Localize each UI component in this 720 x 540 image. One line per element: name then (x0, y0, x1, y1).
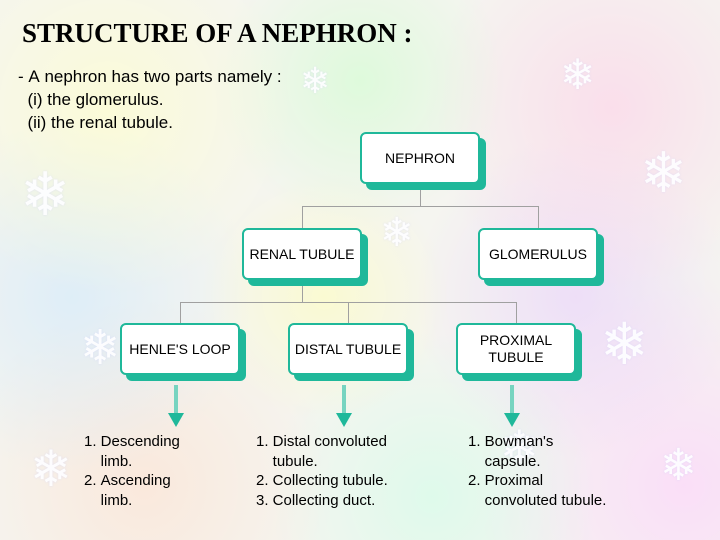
node-label: PROXIMAL TUBULE (456, 323, 576, 375)
arrow-stem (510, 385, 514, 413)
node-distal: DISTAL TUBULE (288, 323, 408, 375)
node-label: GLOMERULUS (478, 228, 598, 280)
node-henle: HENLE'S LOOP (120, 323, 240, 375)
snowflake-decoration: ❄ (380, 210, 414, 256)
node-prox: PROXIMAL TUBULE (456, 323, 576, 375)
connector-segment (348, 302, 349, 324)
node-label: RENAL TUBULE (242, 228, 362, 280)
connector-segment (538, 206, 539, 228)
connector-segment (420, 190, 421, 206)
snowflake-decoration: ❄ (640, 140, 687, 206)
connector-segment (302, 206, 303, 228)
down-arrow-icon (504, 413, 520, 427)
connector-segment (302, 286, 303, 302)
leaf-text-l3: 1. Bowman's capsule.2. Proximal convolut… (468, 432, 668, 510)
connector-segment (516, 302, 517, 324)
snowflake-decoration: ❄ (20, 160, 70, 230)
down-arrow-icon (336, 413, 352, 427)
snowflake-decoration: ❄ (80, 320, 120, 376)
node-root: NEPHRON (360, 132, 480, 184)
down-arrow-icon (168, 413, 184, 427)
snowflake-decoration: ❄ (600, 310, 649, 378)
snowflake-decoration: ❄ (300, 60, 330, 102)
snowflake-decoration: ❄ (560, 50, 595, 99)
snowflake-decoration: ❄ (30, 440, 72, 498)
node-glom: GLOMERULUS (478, 228, 598, 280)
node-label: NEPHRON (360, 132, 480, 184)
node-label: HENLE'S LOOP (120, 323, 240, 375)
leaf-text-l2: 1. Distal convoluted tubule.2. Collectin… (256, 432, 466, 510)
leaf-text-l1: 1. Descending limb.2. Ascending limb. (84, 432, 244, 510)
node-renal: RENAL TUBULE (242, 228, 362, 280)
connector-segment (302, 206, 538, 207)
arrow-stem (174, 385, 178, 413)
node-label: DISTAL TUBULE (288, 323, 408, 375)
slide-title: STRUCTURE OF A NEPHRON : (22, 18, 413, 49)
connector-segment (180, 302, 181, 324)
arrow-stem (342, 385, 346, 413)
intro-text: - A nephron has two parts namely : (i) t… (18, 66, 282, 135)
